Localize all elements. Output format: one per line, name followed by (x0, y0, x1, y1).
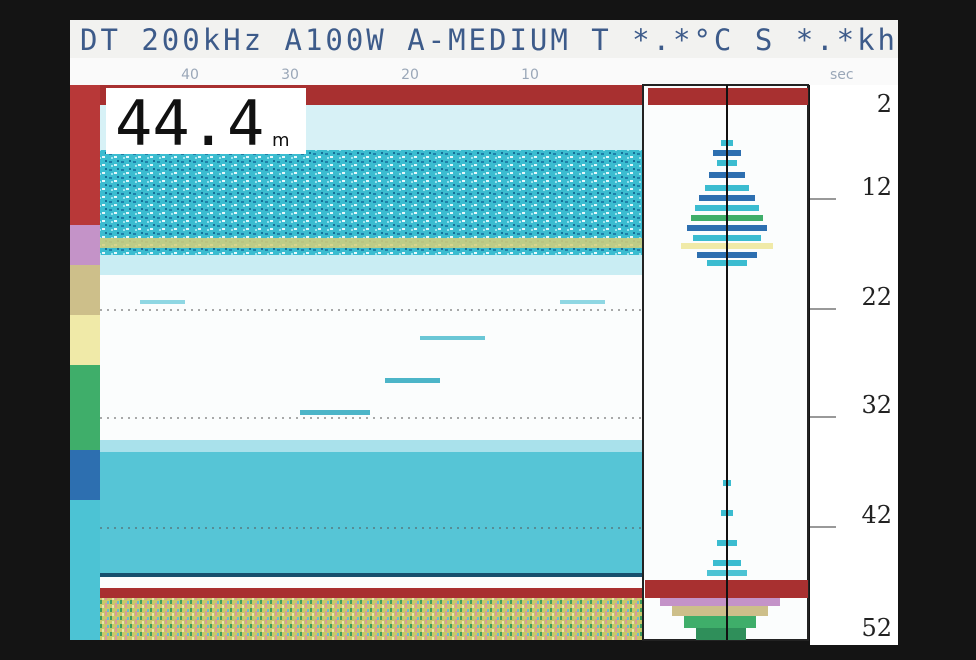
a-scope (643, 85, 808, 640)
fish-echo (385, 378, 440, 383)
color-bar (70, 225, 100, 265)
color-bar (70, 265, 100, 315)
color-bar (70, 450, 100, 500)
seabed-band (100, 588, 643, 598)
dense-layer (100, 238, 643, 248)
time-label: 30 (281, 67, 299, 83)
time-label: 20 (401, 67, 419, 83)
depth-label: 42 (861, 501, 892, 529)
time-label: 10 (521, 67, 539, 83)
depth-unit: m (272, 130, 290, 151)
color-bar (70, 315, 100, 365)
depth-label: 52 (861, 614, 892, 642)
a-scope-seabed (696, 628, 746, 640)
time-label: 40 (181, 67, 199, 83)
depth-label: 12 (861, 173, 892, 201)
depth-value: 44.4 (115, 87, 264, 160)
fish-echo (300, 410, 370, 415)
time-unit: sec (830, 67, 854, 83)
fish-echo (420, 336, 485, 340)
color-bar (70, 85, 100, 225)
depth-label: 2 (877, 90, 892, 118)
fish-echo (140, 300, 185, 304)
sparse-echo (100, 255, 643, 275)
a-scope-seabed (672, 606, 768, 616)
color-bar (70, 500, 100, 640)
bottom-layer (100, 450, 643, 575)
bottom-line (100, 573, 643, 577)
depth-label: 22 (861, 283, 892, 311)
a-scope-seabed (660, 598, 780, 606)
a-scope-seabed (684, 616, 756, 628)
depth-scale (810, 85, 898, 645)
color-bar (70, 365, 100, 450)
seabed (100, 598, 643, 640)
bottom-layer-edge (100, 440, 643, 452)
depth-label: 32 (861, 391, 892, 419)
sounder-screen: DT 200kHz A100W A-MEDIUM T *.*°C S *.*kh… (0, 0, 976, 660)
fish-echo (560, 300, 605, 304)
